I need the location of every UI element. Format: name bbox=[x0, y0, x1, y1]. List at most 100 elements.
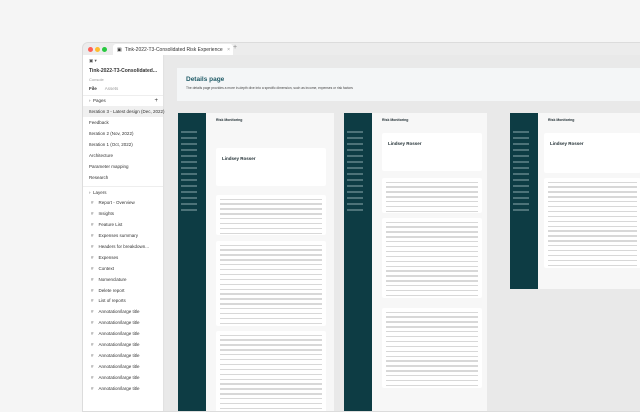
person-name: Lindsey Rosser bbox=[550, 141, 584, 146]
tab-assets[interactable]: Assets bbox=[104, 85, 119, 91]
layer-item[interactable]: # Headers for breakdown... bbox=[83, 241, 163, 252]
layer-label: List of reports bbox=[98, 298, 126, 304]
layer-label: Annotation/large title bbox=[98, 363, 140, 369]
layer-item[interactable]: # Expenses summary bbox=[83, 230, 163, 241]
details-banner: Details page The details page provides a… bbox=[177, 68, 640, 101]
design-frame[interactable]: Risk Monitoring Lindsey Rosser bbox=[178, 113, 334, 411]
layer-item[interactable]: # Annotation/large title bbox=[83, 372, 163, 383]
frame-icon: # bbox=[91, 265, 94, 271]
frame-icon: # bbox=[91, 374, 94, 380]
layer-item[interactable]: # Report - Overview bbox=[83, 198, 163, 209]
layer-label: Annotation/large title bbox=[98, 320, 140, 326]
frame-icon: # bbox=[91, 363, 94, 369]
file-name[interactable]: Tink-2022-T3-Consolidated... bbox=[89, 68, 157, 75]
layer-item[interactable]: # Annotation/large title bbox=[83, 361, 163, 372]
page-label: Research bbox=[89, 175, 109, 180]
layer-item[interactable]: # Insights bbox=[83, 208, 163, 219]
frame-icon: # bbox=[91, 200, 94, 206]
content-card bbox=[382, 178, 482, 213]
frame-icon: # bbox=[91, 309, 94, 315]
content-card bbox=[216, 331, 326, 411]
pages-title: Pages bbox=[93, 98, 106, 104]
layer-label: Report - Overview bbox=[98, 200, 135, 206]
frame-icon: # bbox=[91, 211, 94, 217]
layer-item[interactable]: # Feature List bbox=[83, 219, 163, 230]
layer-label: Insights bbox=[98, 211, 115, 217]
layers-panel: ▣ ▾ Tink-2022-T3-Consolidated... Console… bbox=[83, 55, 165, 411]
browser-window: ▣ Tink-2022-T3-Consolidated Risk Experien… bbox=[82, 42, 640, 412]
layer-item[interactable]: # Annotation/large title bbox=[83, 317, 163, 328]
page-item[interactable]: Feedback bbox=[83, 117, 163, 128]
layer-label: Context bbox=[98, 265, 115, 271]
layer-item[interactable]: # Context bbox=[83, 263, 163, 274]
person-name: Lindsey Rosser bbox=[388, 141, 422, 146]
tab-file[interactable]: File bbox=[89, 85, 97, 91]
content-card bbox=[216, 241, 326, 326]
frame-icon: # bbox=[91, 385, 94, 391]
canvas[interactable]: Details page The details page provides a… bbox=[165, 55, 640, 411]
layer-item[interactable]: # Annotation/large title bbox=[83, 339, 163, 350]
content-card bbox=[382, 308, 482, 388]
layer-label: Annotation/large title bbox=[98, 331, 140, 337]
add-page-button[interactable]: + bbox=[154, 97, 158, 104]
frame-title: Risk Monitoring bbox=[382, 118, 409, 122]
content-card: Lindsey Rosser bbox=[382, 133, 482, 171]
page-item[interactable]: Iteration 3 - Latest design (Dec, 2022) bbox=[83, 106, 165, 117]
layers-title: Layers bbox=[93, 189, 107, 195]
browser-tab[interactable]: ▣ Tink-2022-T3-Consolidated Risk Experien… bbox=[113, 44, 233, 55]
page-label: Parameter mapping bbox=[89, 164, 129, 169]
page-item[interactable]: Parameter mapping bbox=[83, 161, 163, 172]
page-item[interactable]: Iteration 1 (Oct, 2022) bbox=[83, 139, 163, 150]
page-item[interactable]: Architecture bbox=[83, 150, 163, 161]
page-label: Iteration 1 (Oct, 2022) bbox=[89, 142, 133, 147]
close-tab-icon[interactable]: × bbox=[227, 46, 230, 53]
design-frame[interactable]: Risk Monitoring Lindsey Rosser bbox=[510, 113, 640, 289]
frame-icon: # bbox=[91, 254, 94, 260]
frame-icon: # bbox=[91, 233, 94, 239]
frame-icon: # bbox=[91, 320, 94, 326]
layer-item[interactable]: # List of reports bbox=[83, 296, 163, 307]
design-frame[interactable]: Risk Monitoring Lindsey Rosser bbox=[344, 113, 487, 411]
layer-item[interactable]: # Expenses bbox=[83, 252, 163, 263]
figma-icon: ▣ bbox=[117, 46, 122, 53]
layer-item[interactable]: # Annotation/large title bbox=[83, 306, 163, 317]
page-item[interactable]: Research bbox=[83, 172, 163, 183]
app-sidebar bbox=[510, 113, 538, 289]
page-label: Feedback bbox=[89, 120, 109, 125]
frame-title: Risk Monitoring bbox=[216, 118, 243, 122]
layer-item[interactable]: # Nomenclature bbox=[83, 274, 163, 285]
content-card: Lindsey Rosser bbox=[544, 133, 640, 173]
layer-item[interactable]: # Annotation/large title bbox=[83, 350, 163, 361]
frame-icon: # bbox=[91, 222, 94, 228]
new-tab-button[interactable]: + bbox=[233, 44, 238, 51]
banner-description: The details page provides a more in-dept… bbox=[186, 86, 353, 90]
content-card bbox=[544, 178, 640, 268]
layer-label: Nomenclature bbox=[98, 276, 127, 282]
layer-label: Annotation/large title bbox=[98, 342, 140, 348]
app-sidebar bbox=[178, 113, 206, 411]
frame-title: Risk Monitoring bbox=[548, 118, 575, 122]
layer-label: Headers for breakdown... bbox=[98, 244, 150, 249]
frame-icon: # bbox=[91, 298, 94, 304]
pages-header: › Pages + bbox=[89, 97, 158, 104]
page-label: Architecture bbox=[89, 153, 114, 158]
layer-label: Annotation/large title bbox=[98, 374, 140, 380]
layer-item[interactable]: # Delete report bbox=[83, 285, 163, 296]
content-card bbox=[382, 218, 482, 298]
layer-label: Annotation/large title bbox=[98, 352, 140, 358]
banner-title: Details page bbox=[186, 76, 225, 83]
frame-icon: # bbox=[91, 287, 94, 293]
frame-icon: # bbox=[91, 331, 94, 337]
minimize-window-button[interactable] bbox=[95, 47, 100, 52]
page-item[interactable]: Iteration 2 (Nov, 2022) bbox=[83, 128, 163, 139]
main-menu-button[interactable]: ▣ ▾ bbox=[89, 57, 97, 63]
close-window-button[interactable] bbox=[88, 47, 93, 52]
layer-label: Expenses summary bbox=[98, 233, 139, 239]
layer-label: Annotation/large title bbox=[98, 309, 140, 315]
maximize-window-button[interactable] bbox=[102, 47, 107, 52]
page-label: Iteration 2 (Nov, 2022) bbox=[89, 131, 134, 136]
layer-item[interactable]: # Annotation/large title bbox=[83, 328, 163, 339]
frame-icon: # bbox=[91, 342, 94, 348]
layer-label: Expenses bbox=[98, 254, 119, 260]
layer-item[interactable]: # Annotation/large title bbox=[83, 383, 163, 394]
